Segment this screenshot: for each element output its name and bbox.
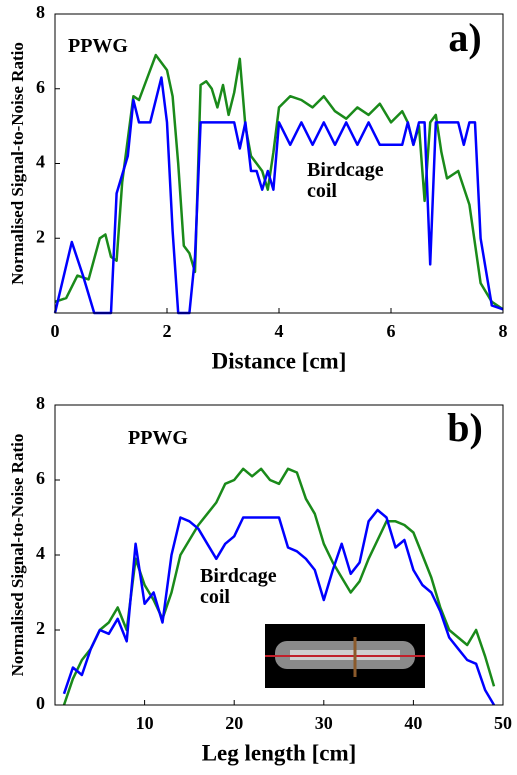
x-tick-label: 2	[163, 321, 172, 341]
y-tick-label: 0	[36, 693, 45, 713]
x-tick-label: 8	[499, 321, 508, 341]
y-tick-label: 6	[36, 468, 45, 488]
x-tick-label: 6	[387, 321, 396, 341]
data-line	[62, 508, 496, 706]
y-tick-label: 4	[36, 152, 45, 172]
y-tick-label: 4	[36, 543, 45, 563]
y-tick-label: 6	[36, 77, 45, 97]
y-tick-label: 2	[36, 226, 45, 246]
panel-label: b)	[447, 405, 483, 450]
data-line	[62, 467, 496, 706]
plot-frame	[54, 13, 504, 314]
x-tick-label: 0	[51, 321, 60, 341]
panel-label: a)	[448, 15, 481, 60]
series-label: PPWG	[68, 35, 128, 57]
y-tick-label: 8	[36, 2, 45, 22]
x-tick-label: 40	[404, 713, 422, 733]
y-tick-label: 8	[36, 393, 45, 413]
x-tick-label: 10	[136, 713, 154, 733]
y-axis-label: Normalised Signal-to-Noise Ratio	[8, 434, 27, 677]
series-label: PPWG	[128, 427, 188, 449]
data-line	[53, 76, 504, 315]
y-axis-label: Normalised Signal-to-Noise Ratio	[8, 42, 27, 285]
x-tick-label: 50	[494, 713, 512, 733]
series-label: Birdcage coil	[307, 159, 384, 202]
x-axis-label: Distance [cm]	[212, 348, 347, 373]
x-tick-label: 20	[225, 713, 243, 733]
x-tick-label: 4	[275, 321, 284, 341]
y-tick-label: 2	[36, 618, 45, 638]
panel: 0 2 4 6 8 10 20 30 40 50 Leg length [cm] Normalised…	[8, 393, 512, 765]
x-axis-label: Leg length [cm]	[202, 740, 357, 765]
data-line	[54, 53, 504, 311]
series-label: Birdcage coil	[200, 565, 277, 608]
x-tick-label: 30	[315, 713, 333, 733]
panel: 2 4 6 8 0 2 4 6 8 Distance [cm] Normalised Signal-…	[8, 2, 508, 373]
mri-inset	[265, 624, 425, 688]
